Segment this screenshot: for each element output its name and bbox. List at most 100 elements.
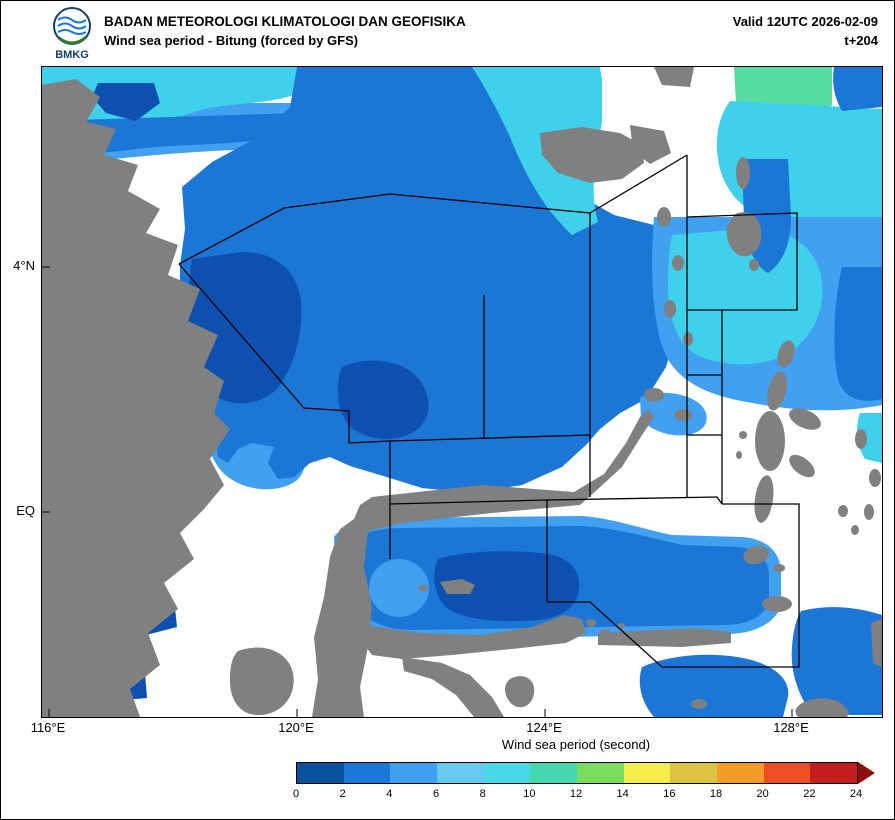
colorbar-tick-label: 10 (523, 788, 536, 800)
forecast-zone-boundary (389, 496, 723, 505)
colorbar-segment (483, 763, 531, 783)
land-east-islet-1 (855, 429, 867, 449)
colorbar-tick-label: 16 (663, 788, 676, 800)
agency-title: BADAN METEOROLOGI KLIMATOLOGI DAN GEOFIS… (104, 14, 466, 29)
colorbar-tick-label: 18 (709, 788, 723, 800)
forecast-zones (178, 154, 800, 668)
land-sulawesi-se-arm (402, 657, 504, 717)
landmasses (42, 67, 882, 717)
colorbar-arrow (858, 762, 875, 784)
sea-darkblue-topleft (92, 83, 160, 121)
colorbar-segment (577, 763, 624, 783)
land-banggai-1 (586, 619, 596, 627)
sea-lightblue-tomini-eye (369, 559, 429, 617)
land-east-edge (871, 619, 882, 667)
colorbar-title: Wind sea period (second) (501, 737, 651, 752)
forecast-zone-boundary (547, 503, 800, 668)
land-bacan (743, 545, 769, 565)
land-sangihe-1 (657, 207, 671, 227)
sea-celebes-main-blue (180, 67, 683, 493)
forecast-zone-boundary (389, 434, 591, 442)
colorbar-segment (763, 763, 811, 783)
land-halmahera-ne-arm (789, 408, 821, 430)
land-togian-islet (418, 585, 428, 591)
colorbar-tick-label: 20 (756, 788, 769, 800)
land-south-islet (691, 699, 707, 709)
colorbar-segment (670, 763, 718, 783)
land-borneo (42, 79, 230, 717)
land-halmahera-body (755, 411, 785, 471)
forecast-zone-boundary (178, 193, 591, 265)
land-halmahera-s-arm (754, 475, 774, 523)
valid-time: Valid 12UTC 2026-02-09 (732, 14, 878, 29)
land-mindanao-top (654, 67, 694, 87)
forecast-zone-boundary (686, 212, 798, 311)
logo-text: BMKG (55, 49, 89, 61)
sea-blue-right-edge (834, 267, 882, 401)
land-east-islet-5 (851, 525, 859, 535)
colorbar-tick-label: 22 (803, 788, 816, 800)
land-buton (504, 676, 535, 708)
x-axis-label-124e: 124°E (526, 720, 562, 735)
land-morotai (777, 340, 795, 368)
sea-darkblue-center-patch (337, 360, 429, 439)
land-mindanao (540, 127, 644, 183)
land-east-islet-4 (838, 505, 848, 517)
sea-blue-topright-corner (833, 67, 882, 111)
land-sulawesi-east-arm (360, 615, 586, 659)
x-axis-label-120e: 120°E (278, 720, 314, 735)
land-bacan-islet (773, 564, 785, 572)
land-obi (762, 596, 792, 612)
land-sula (598, 628, 731, 647)
land-biaro (674, 409, 692, 421)
colorbar-segments (296, 762, 858, 784)
colorbar-segment (297, 763, 344, 783)
sea-lightblue-tip-fringe (640, 392, 707, 436)
colorbar-segment (437, 763, 484, 783)
sea-cyan-mindanao (472, 67, 602, 235)
colorbar-segment (530, 763, 578, 783)
land-buru (795, 698, 849, 717)
colorbar-segment (390, 763, 438, 783)
land-east-islet-2 (869, 469, 881, 487)
land-sulawesi-north-arm (354, 409, 654, 531)
colorbar-tick-label: 0 (292, 788, 300, 800)
colorbar-tick-label: 12 (569, 788, 583, 800)
colorbar-tick-label: 2 (339, 788, 346, 800)
x-axis-label-128e: 128°E (773, 720, 809, 735)
sea-darkblue-west-patch (188, 252, 302, 404)
colorbar-tick-label: 14 (616, 788, 629, 800)
y-axis-label-4n: 4°N (13, 258, 35, 273)
colorbar-segment (623, 763, 671, 783)
land-north-sliver (736, 157, 750, 189)
y-axis-label-eq: EQ (16, 503, 35, 518)
land-borneo-se-islands (230, 647, 294, 716)
land-sangihe-3 (664, 300, 676, 318)
colorbar-tick-label: 8 (479, 788, 486, 800)
forecast-zone-boundary (589, 154, 688, 214)
bmkg-logo: BMKG (53, 7, 91, 61)
land-sangihe-2 (672, 255, 684, 271)
land-halmahera-e-arm (789, 454, 815, 478)
sea-blue-southeast (791, 607, 882, 715)
sea-darkblue-tomini-core (434, 551, 580, 622)
land-east-islet-3 (864, 504, 874, 520)
land-talaud-islet (749, 259, 759, 271)
colorbar-segment (810, 763, 858, 783)
product-title: Wind sea period - Bitung (forced by GFS) (104, 33, 359, 48)
land-sulawesi-body (312, 519, 372, 717)
colorbar-segment (717, 763, 764, 783)
map-canvas (42, 67, 882, 717)
land-togian (440, 579, 475, 594)
map-area (41, 66, 883, 718)
colorbar-ticks: 0 2 4 6 8 10 12 14 16 18 20 22 24 (293, 788, 876, 804)
sea-cyan-right-edge (857, 413, 882, 463)
colorbar-tick-label: 24 (849, 788, 863, 800)
sea-cyan-topleft (42, 67, 300, 129)
sea-blue-south-obi (639, 654, 789, 717)
land-halmahera-north-arm (767, 371, 787, 411)
land-siau (644, 388, 664, 402)
colorbar-tick-label: 6 (432, 788, 440, 800)
sea-cyan-east-core (668, 228, 823, 365)
